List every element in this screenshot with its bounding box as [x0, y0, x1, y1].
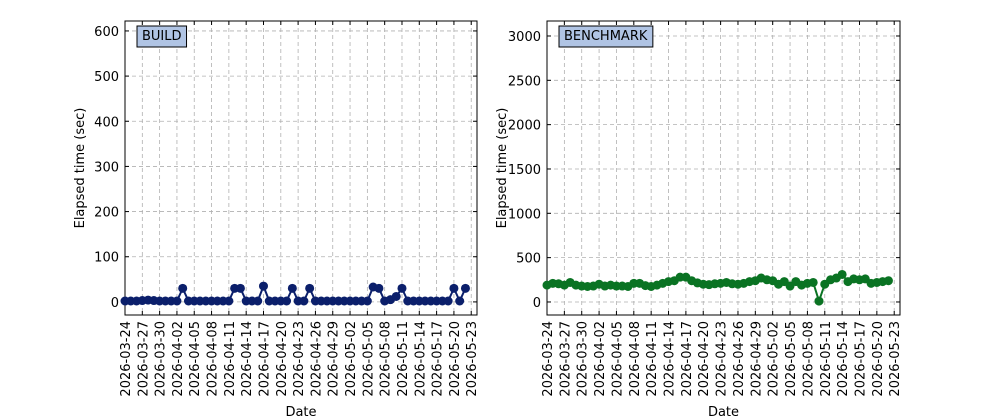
- data-point: [305, 283, 315, 293]
- data-point: [814, 296, 824, 306]
- data-point: [391, 291, 401, 301]
- y-tick-label: 3000: [508, 30, 541, 45]
- x-tick-label: 2026-03-24: [541, 321, 556, 397]
- y-tick-label: 2000: [508, 119, 541, 134]
- x-tick-label: 2026-04-26: [309, 321, 324, 397]
- y-tick-label: 1500: [508, 163, 541, 178]
- y-tick-label: 500: [516, 252, 541, 267]
- y-tick-label: 2500: [508, 74, 541, 89]
- axes-frame: [124, 20, 478, 316]
- x-tick-label: 2026-04-02: [593, 321, 608, 397]
- data-point: [282, 296, 292, 306]
- x-axis-label: Date: [708, 405, 739, 420]
- x-tick-label: 2026-03-30: [154, 321, 169, 397]
- x-tick-label: 2026-04-05: [188, 321, 203, 397]
- x-tick-label: 2026-05-05: [361, 321, 376, 397]
- title-box: [136, 25, 188, 48]
- x-tick-label: 2026-04-17: [257, 321, 272, 397]
- x-tick-label: 2026-05-14: [836, 321, 851, 397]
- data-point: [455, 296, 465, 306]
- data-point: [258, 281, 268, 291]
- data-point: [235, 283, 245, 293]
- data-point: [287, 283, 297, 293]
- x-tick-label: 2026-05-05: [784, 321, 799, 397]
- x-tick-label: 2026-05-08: [379, 321, 394, 397]
- x-tick-label: 2026-04-20: [697, 321, 712, 397]
- data-point: [224, 296, 234, 306]
- x-tick-label: 2026-05-17: [431, 321, 446, 397]
- data-point: [883, 276, 893, 286]
- x-tick-label: 2026-04-08: [628, 321, 643, 397]
- x-tick-label: 2026-04-11: [645, 321, 660, 397]
- x-tick-label: 2026-05-11: [396, 321, 411, 397]
- data-point: [253, 296, 263, 306]
- x-tick-label: 2026-03-30: [576, 321, 591, 397]
- data-point: [299, 296, 309, 306]
- y-tick-label: 200: [94, 206, 119, 221]
- data-point: [178, 283, 188, 293]
- y-tick-label: 0: [533, 296, 541, 311]
- chart-title: BENCHMARK: [564, 29, 648, 44]
- x-tick-label: 2026-04-29: [327, 321, 342, 397]
- data-point: [837, 269, 847, 279]
- axes-frame: [546, 20, 901, 316]
- data-point: [443, 296, 453, 306]
- x-tick-label: 2026-05-23: [888, 321, 903, 397]
- x-tick-label: 2026-03-27: [136, 321, 151, 397]
- y-tick-label: 400: [94, 115, 119, 130]
- y-tick-label: 100: [94, 251, 119, 266]
- data-point: [460, 283, 470, 293]
- y-tick-label: 500: [94, 70, 119, 85]
- x-tick-label: 2026-05-02: [767, 321, 782, 397]
- y-tick-label: 600: [94, 25, 119, 40]
- x-tick-label: 2026-05-17: [853, 321, 868, 397]
- data-point: [397, 283, 407, 293]
- x-tick-label: 2026-03-27: [558, 321, 573, 397]
- data-point: [172, 296, 182, 306]
- x-tick-label: 2026-04-23: [715, 321, 730, 397]
- x-tick-label: 2026-05-20: [448, 321, 463, 397]
- data-point: [449, 283, 459, 293]
- y-tick-label: 300: [94, 160, 119, 175]
- x-tick-label: 2026-04-14: [240, 321, 255, 397]
- x-axis-label: Date: [285, 405, 316, 420]
- title-box: [558, 25, 654, 48]
- x-tick-label: 2026-03-24: [119, 321, 134, 397]
- x-tick-label: 2026-04-11: [223, 321, 238, 397]
- data-point: [808, 277, 818, 287]
- x-tick-label: 2026-04-05: [610, 321, 625, 397]
- x-tick-label: 2026-04-17: [680, 321, 695, 397]
- x-tick-label: 2026-04-20: [275, 321, 290, 397]
- chart-title: BUILD: [142, 29, 182, 44]
- x-tick-label: 2026-04-23: [292, 321, 307, 397]
- y-tick-label: 1000: [508, 207, 541, 222]
- y-tick-label: 0: [111, 296, 119, 311]
- x-tick-label: 2026-05-14: [413, 321, 428, 397]
- x-tick-label: 2026-05-02: [344, 321, 359, 397]
- x-tick-label: 2026-04-26: [732, 321, 747, 397]
- x-tick-label: 2026-04-14: [663, 321, 678, 397]
- x-tick-label: 2026-05-08: [801, 321, 816, 397]
- data-point: [374, 283, 384, 293]
- y-axis-label: Elapsed time (sec): [73, 108, 88, 229]
- x-tick-label: 2026-04-08: [206, 321, 221, 397]
- data-point: [362, 296, 372, 306]
- x-tick-label: 2026-04-02: [171, 321, 186, 397]
- x-tick-label: 2026-05-20: [871, 321, 886, 397]
- x-tick-label: 2026-05-11: [819, 321, 834, 397]
- x-tick-label: 2026-05-23: [465, 321, 480, 397]
- x-tick-label: 2026-04-29: [749, 321, 764, 397]
- y-axis-label: Elapsed time (sec): [495, 108, 510, 229]
